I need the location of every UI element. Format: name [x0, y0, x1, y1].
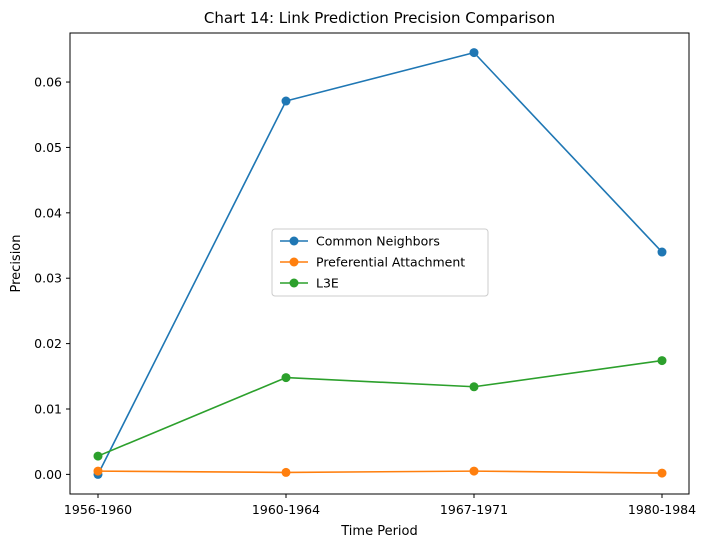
legend-marker-common-neighbors: [289, 236, 299, 246]
series-line-preferential-attachment: [97, 470, 663, 474]
data-point-common-neighbors: [281, 96, 291, 106]
legend-label-common-neighbors: Common Neighbors: [316, 234, 440, 249]
series-layer: [93, 48, 667, 479]
x-axis-label: Time Period: [340, 524, 417, 539]
data-point-l3e: [657, 356, 667, 366]
data-point-l3e: [469, 382, 479, 392]
legend: Common Neighbors Preferential Attachment L…: [271, 228, 489, 297]
legend-box: [271, 228, 489, 297]
legend-label-preferential-attachment: Preferential Attachment: [316, 255, 465, 270]
y-tick-label: 0.03: [34, 271, 62, 286]
x-tick-label: 1980-1984: [628, 502, 696, 517]
y-tick-label: 0.04: [34, 205, 62, 220]
data-point-preferential-attachment: [469, 466, 479, 476]
series-line-l3e: [97, 359, 663, 457]
y-axis-ticks: 0.00 0.01 0.02 0.03 0.04 0.05 0.06: [34, 75, 70, 482]
series-line-common-neighbors: [97, 51, 663, 475]
plot-frame: [69, 32, 690, 495]
x-axis-ticks: 1956-1960 1960-1964 1967-1971 1980-1984: [64, 494, 696, 517]
data-point-common-neighbors: [657, 247, 667, 257]
y-tick-label: 0.05: [34, 140, 62, 155]
chart-title: Chart 14: Link Prediction Precision Comp…: [204, 9, 555, 27]
y-axis-label: Precision: [9, 234, 24, 292]
x-tick-label: 1960-1964: [252, 502, 320, 517]
data-point-preferential-attachment: [281, 467, 291, 477]
legend-marker-preferential-attachment: [289, 257, 299, 267]
legend-label-l3e: L3E: [316, 276, 339, 291]
data-point-l3e: [93, 451, 103, 461]
y-tick-label: 0.01: [34, 401, 62, 416]
data-point-l3e: [281, 373, 291, 383]
x-tick-label: 1967-1971: [440, 502, 508, 517]
y-tick-label: 0.06: [34, 75, 62, 90]
data-point-common-neighbors: [469, 48, 479, 58]
x-tick-label: 1956-1960: [64, 502, 132, 517]
data-point-preferential-attachment: [657, 468, 667, 478]
data-point-preferential-attachment: [93, 466, 103, 476]
legend-marker-l3e: [289, 278, 299, 288]
y-tick-label: 0.02: [34, 336, 62, 351]
y-tick-label: 0.00: [34, 467, 62, 482]
